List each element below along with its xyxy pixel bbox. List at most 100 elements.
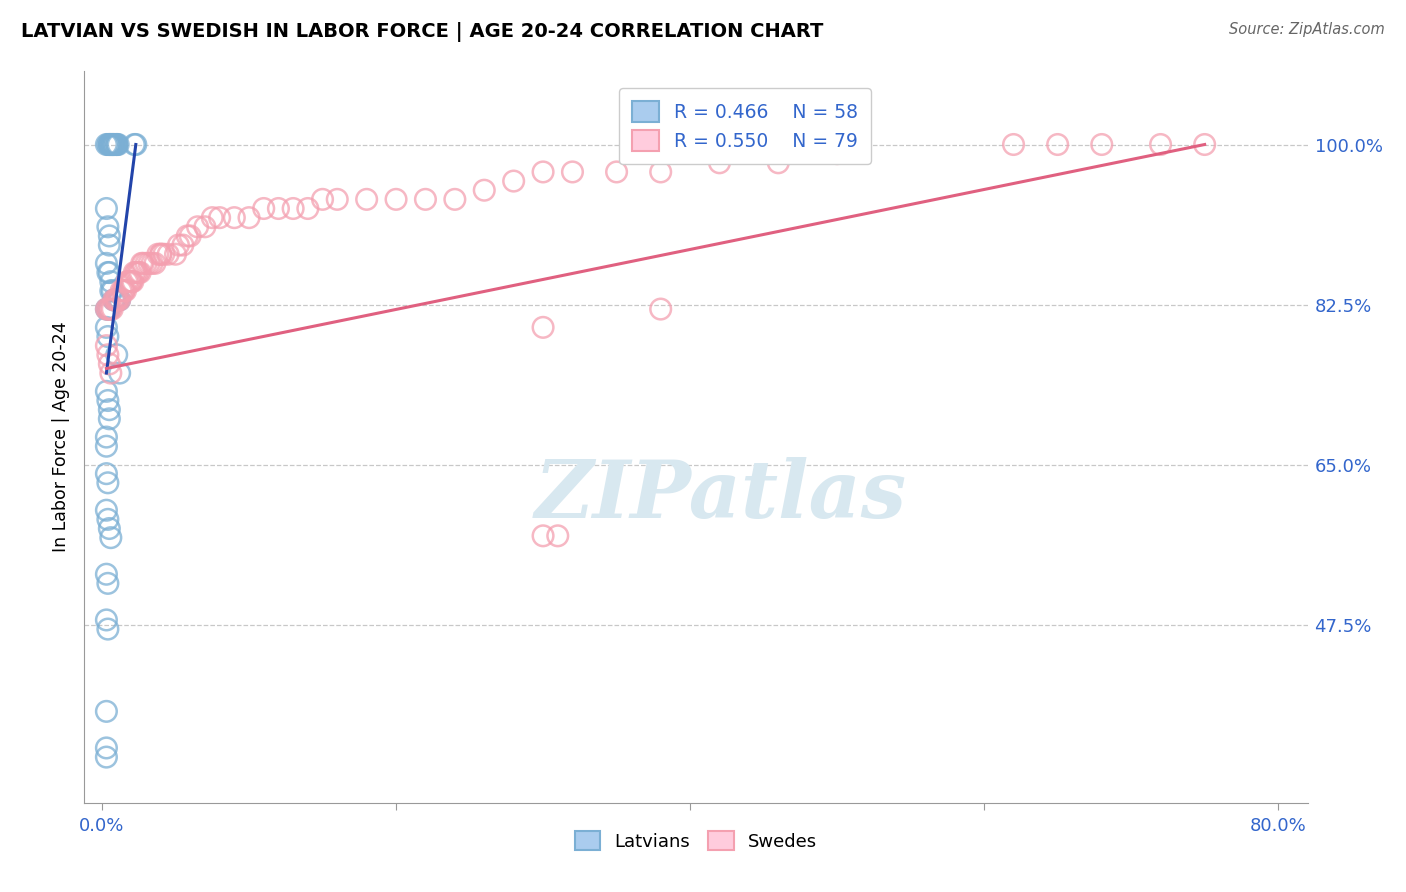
Point bbox=[1091, 137, 1114, 152]
Point bbox=[100, 284, 122, 298]
Point bbox=[561, 165, 583, 179]
Point bbox=[101, 137, 124, 152]
Point bbox=[107, 137, 129, 152]
Point bbox=[149, 247, 172, 261]
Point bbox=[502, 174, 524, 188]
Point bbox=[108, 366, 131, 380]
Point bbox=[97, 512, 120, 526]
Point bbox=[96, 301, 118, 317]
Point bbox=[104, 293, 127, 307]
Point bbox=[97, 266, 120, 280]
Point bbox=[96, 705, 118, 719]
Point bbox=[100, 366, 122, 380]
Point bbox=[101, 137, 124, 152]
Point bbox=[311, 193, 333, 207]
Point bbox=[108, 293, 131, 307]
Point bbox=[97, 137, 120, 152]
Point bbox=[115, 275, 138, 289]
Point bbox=[104, 293, 127, 307]
Point bbox=[120, 275, 142, 289]
Point bbox=[253, 202, 276, 216]
Point bbox=[124, 266, 146, 280]
Point bbox=[297, 202, 319, 216]
Point bbox=[187, 219, 209, 234]
Point bbox=[179, 228, 201, 243]
Point bbox=[138, 256, 160, 270]
Y-axis label: In Labor Force | Age 20-24: In Labor Force | Age 20-24 bbox=[52, 322, 70, 552]
Point bbox=[1002, 137, 1025, 152]
Point bbox=[96, 301, 118, 317]
Point bbox=[105, 293, 128, 307]
Point bbox=[1046, 137, 1069, 152]
Point bbox=[157, 247, 180, 261]
Point bbox=[97, 475, 120, 490]
Point bbox=[146, 247, 169, 261]
Point bbox=[98, 301, 121, 317]
Point bbox=[606, 165, 628, 179]
Point bbox=[281, 202, 304, 216]
Point bbox=[201, 211, 224, 225]
Point bbox=[124, 137, 146, 152]
Point bbox=[97, 219, 120, 234]
Point bbox=[105, 137, 128, 152]
Point bbox=[127, 266, 149, 280]
Point bbox=[531, 529, 554, 543]
Point bbox=[97, 576, 120, 591]
Point bbox=[120, 275, 142, 289]
Point bbox=[97, 329, 120, 343]
Point bbox=[141, 256, 163, 270]
Point bbox=[96, 613, 118, 627]
Point bbox=[117, 275, 139, 289]
Point bbox=[547, 529, 569, 543]
Point bbox=[132, 256, 155, 270]
Point bbox=[143, 256, 166, 270]
Point bbox=[98, 266, 121, 280]
Point bbox=[105, 137, 128, 152]
Point bbox=[100, 275, 122, 289]
Point bbox=[111, 284, 134, 298]
Point bbox=[105, 293, 128, 307]
Point bbox=[97, 301, 120, 317]
Point bbox=[96, 202, 118, 216]
Point bbox=[96, 320, 118, 334]
Point bbox=[103, 137, 125, 152]
Point bbox=[96, 750, 118, 764]
Text: ZIPatlas: ZIPatlas bbox=[534, 457, 907, 534]
Point bbox=[103, 293, 125, 307]
Point bbox=[118, 275, 141, 289]
Point bbox=[385, 193, 408, 207]
Point bbox=[98, 137, 121, 152]
Point bbox=[356, 193, 378, 207]
Point bbox=[238, 211, 260, 225]
Legend: Latvians, Swedes: Latvians, Swedes bbox=[565, 822, 827, 860]
Point bbox=[100, 137, 122, 152]
Point bbox=[96, 430, 118, 444]
Point bbox=[108, 293, 131, 307]
Point bbox=[224, 211, 246, 225]
Point bbox=[709, 155, 731, 169]
Point bbox=[131, 256, 153, 270]
Point bbox=[98, 137, 121, 152]
Point bbox=[128, 266, 150, 280]
Point bbox=[194, 219, 217, 234]
Point bbox=[98, 402, 121, 417]
Point bbox=[101, 301, 124, 317]
Point bbox=[97, 301, 120, 317]
Point bbox=[96, 503, 118, 517]
Point bbox=[96, 740, 118, 755]
Point bbox=[176, 228, 198, 243]
Point bbox=[103, 293, 125, 307]
Point bbox=[97, 393, 120, 408]
Point bbox=[96, 338, 118, 352]
Point bbox=[107, 293, 129, 307]
Point bbox=[105, 293, 128, 307]
Point bbox=[531, 165, 554, 179]
Point bbox=[98, 238, 121, 252]
Point bbox=[129, 266, 152, 280]
Point bbox=[100, 301, 122, 317]
Point bbox=[167, 238, 190, 252]
Point bbox=[208, 211, 231, 225]
Point bbox=[149, 247, 172, 261]
Point bbox=[326, 193, 349, 207]
Point bbox=[768, 155, 790, 169]
